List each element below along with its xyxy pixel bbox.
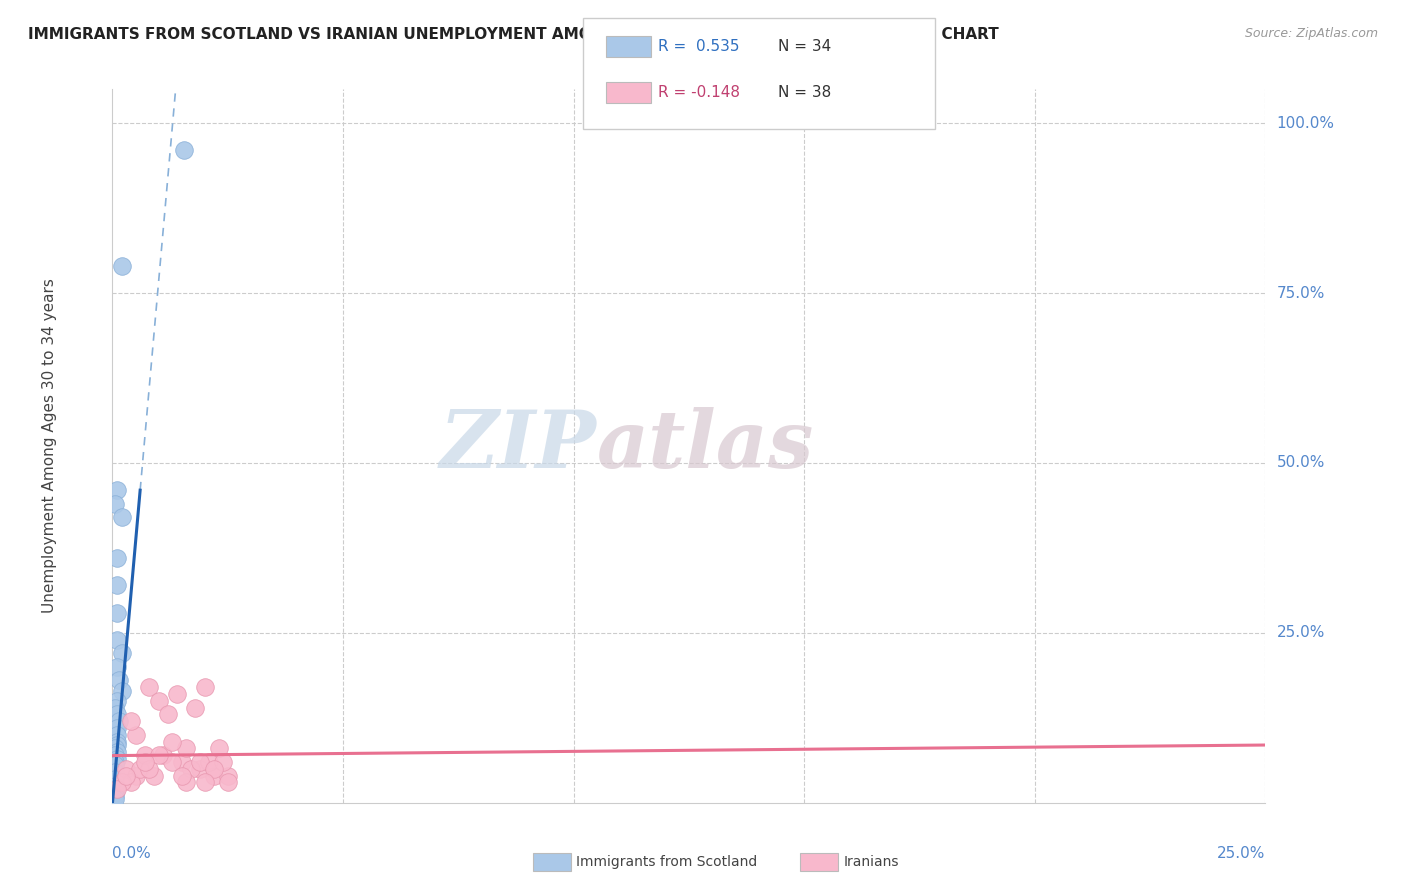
Point [217,775,239,789]
Point [105,551,128,566]
Point [194,775,217,789]
Point [188,762,211,776]
Text: ZIP: ZIP [440,408,596,484]
Point [148,694,170,708]
Point [124,728,146,742]
Text: 0.0%: 0.0% [112,846,152,861]
Point [111,259,134,273]
Point [138,680,160,694]
Text: 50.0%: 50.0% [1277,456,1324,470]
Point [188,755,211,769]
Point [105,632,128,647]
Point [105,728,128,742]
Point [217,769,239,783]
Point [104,748,127,763]
Text: atlas: atlas [596,408,814,484]
Point [202,762,225,776]
Point [174,775,197,789]
Point [134,755,156,769]
Point [162,734,184,748]
Point [104,789,127,803]
Point [104,792,127,806]
Point [104,772,127,786]
Text: N = 38: N = 38 [778,86,831,100]
Text: N = 34: N = 34 [778,39,831,54]
Point [152,748,174,763]
Point [105,721,128,735]
Point [148,748,170,763]
Point [111,646,134,660]
Text: Unemployment Among Ages 30 to 34 years: Unemployment Among Ages 30 to 34 years [42,278,56,614]
Point [134,748,156,763]
Point [104,497,127,511]
Text: Immigrants from Scotland: Immigrants from Scotland [576,855,758,869]
Point [105,782,128,797]
Point [104,779,127,793]
Point [104,782,127,797]
Point [184,700,207,714]
Point [156,707,179,722]
Text: R = -0.148: R = -0.148 [658,86,740,100]
Point [105,734,128,748]
Point [111,775,134,789]
Point [104,700,127,714]
Text: 100.0%: 100.0% [1277,116,1334,131]
Text: 75.0%: 75.0% [1277,285,1324,301]
Point [120,714,142,729]
Point [105,745,128,759]
Point [180,762,202,776]
Point [162,755,184,769]
Point [108,673,131,688]
Point [202,769,225,783]
Point [166,687,188,701]
Point [111,683,134,698]
Text: R =  0.535: R = 0.535 [658,39,740,54]
Point [111,510,134,524]
Point [194,680,217,694]
Text: 25.0%: 25.0% [1277,625,1324,640]
Point [124,769,146,783]
Point [115,762,138,776]
Point [138,762,160,776]
Text: IMMIGRANTS FROM SCOTLAND VS IRANIAN UNEMPLOYMENT AMONG AGES 30 TO 34 YEARS CORRE: IMMIGRANTS FROM SCOTLAND VS IRANIAN UNEM… [28,27,998,42]
Point [207,741,229,756]
Point [104,755,127,769]
Point [115,769,138,783]
Point [105,738,128,752]
Point [104,758,127,772]
Point [105,707,128,722]
Point [198,755,221,769]
Point [129,762,152,776]
Text: 25.0%: 25.0% [1218,846,1265,861]
Point [174,741,197,756]
Point [104,786,127,800]
Point [104,741,127,756]
Point [105,483,128,498]
Point [105,578,128,592]
Point [170,755,193,769]
Point [173,144,195,158]
Point [143,769,166,783]
Text: Iranians: Iranians [844,855,898,869]
Point [170,769,193,783]
Point [105,606,128,620]
Point [120,775,142,789]
Text: Source: ZipAtlas.com: Source: ZipAtlas.com [1244,27,1378,40]
Point [108,714,131,729]
Point [105,751,128,765]
Point [212,755,235,769]
Point [105,660,128,674]
Point [104,765,127,780]
Point [105,694,128,708]
